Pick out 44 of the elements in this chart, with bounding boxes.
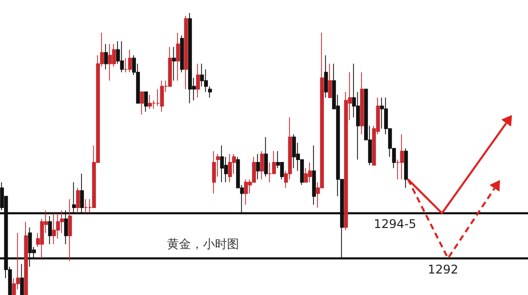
- annotation: 1292: [428, 262, 458, 276]
- candlestick: [404, 148, 408, 188]
- candlestick: [72, 182, 76, 214]
- candlestick: [84, 198, 88, 214]
- candlestick: [104, 44, 108, 70]
- candlestick: [148, 94, 152, 110]
- candlestick: [140, 92, 144, 115]
- candlestick: [68, 198, 72, 262]
- candlestick: [244, 178, 248, 206]
- candlestick: [76, 187, 80, 214]
- candlestick: [360, 72, 364, 135]
- candlestick: [144, 92, 148, 112]
- candlestick: [20, 264, 24, 295]
- candlestick: [260, 150, 264, 180]
- candlestick: [52, 212, 56, 245]
- candlestick: [108, 44, 112, 82]
- candlestick: [312, 145, 316, 206]
- candlestick: [64, 210, 68, 245]
- candlestick: [180, 35, 184, 73]
- candlestick: [220, 145, 224, 183]
- candlestick: [28, 226, 32, 268]
- candlestick: [212, 150, 216, 194]
- candlestick: [328, 63, 332, 98]
- candlestick: [128, 49, 132, 73]
- candlestick: [196, 63, 200, 98]
- candlestick: [188, 12, 192, 104]
- candlestick: [80, 173, 84, 214]
- text: 黄金，小时图: [167, 237, 239, 251]
- candlestick: [184, 15, 188, 90]
- candlestick: [24, 221, 28, 295]
- candlestick: [400, 134, 404, 180]
- candlestick: [160, 80, 164, 112]
- annotation: 1294-5: [374, 217, 416, 232]
- candlestick: [228, 154, 232, 183]
- candlestick: [324, 54, 328, 98]
- candlestick: [208, 86, 212, 98]
- candlestick: [308, 162, 312, 183]
- candlestick: [120, 40, 124, 73]
- candlestick: [172, 46, 176, 82]
- candlestick: [264, 136, 268, 177]
- candlestick: [48, 216, 52, 245]
- candlestick: [256, 154, 260, 180]
- candlestick: [292, 134, 296, 168]
- candlestick: [176, 32, 180, 82]
